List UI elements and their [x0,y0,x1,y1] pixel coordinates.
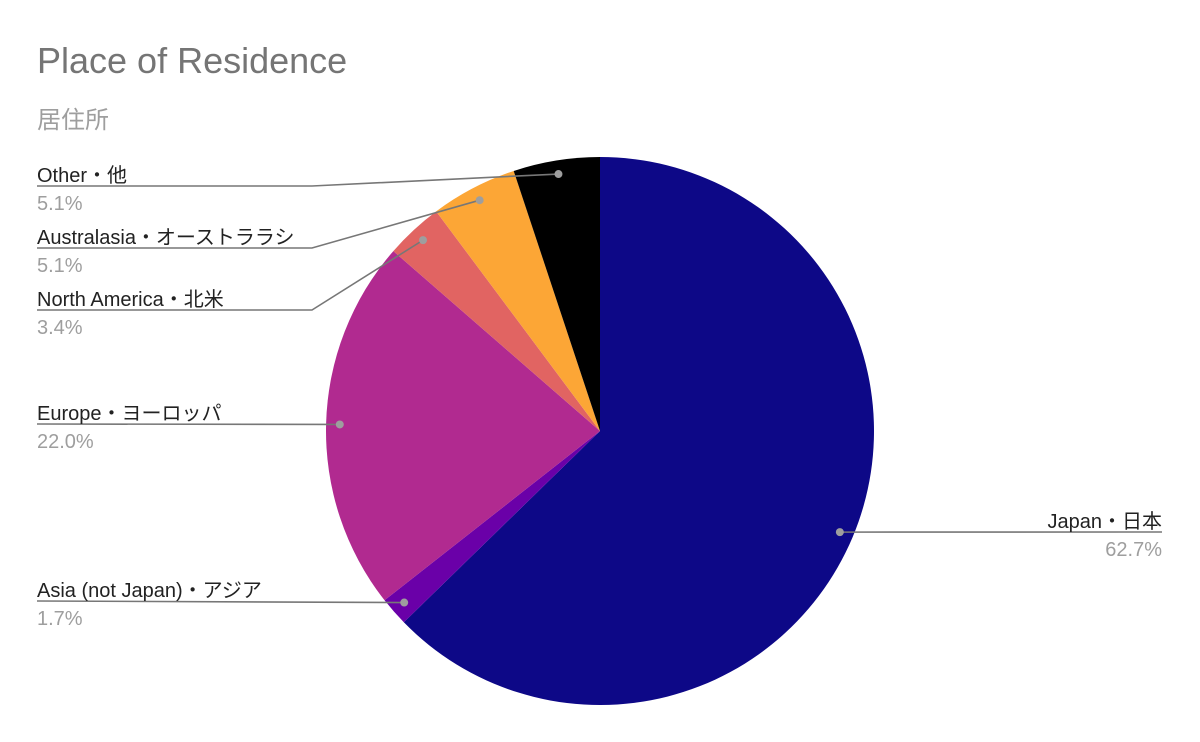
leader-dot-australasia [475,196,484,205]
leader-dot-other [554,170,563,179]
leader-line-australasia [37,199,480,249]
slice-label-japan: Japan・日本 [1047,511,1163,533]
leader-dot-japan [835,528,844,537]
slice-pct-japan: 62.7% [1105,539,1162,561]
slice-pct-europe: 22.0% [37,431,94,453]
chart-title: Place of Residence [37,40,348,81]
slice-label-europe: Europe・ヨーロッパ [37,403,222,425]
slice-label-other: Other・他 [37,165,128,187]
slice-pct-north-america: 3.4% [37,317,83,339]
slice-pct-asia: 1.7% [37,608,83,630]
pie-slice-asia [384,431,600,623]
pie-slice-europe [326,251,600,601]
leader-dot-europe [335,420,344,429]
leader-dot-north-america [419,236,428,245]
slice-label-north-america: North America・北米 [37,289,224,311]
chart-subtitle: 居住所 [37,106,109,134]
pie-slice-other [513,157,600,431]
slice-label-australasia: Australasia・オーストララシ [37,227,295,249]
slice-pct-australasia: 5.1% [37,255,83,277]
leader-dot-asia [400,598,409,607]
pie-slice-north-america [393,211,600,431]
leader-line-asia [36,600,405,604]
leader-line-other [37,173,559,187]
slice-label-asia: Asia (not Japan)・アジア [37,580,262,602]
pie-slice-japan [403,157,875,705]
leader-line-north-america [37,239,424,311]
slice-pct-other: 5.1% [37,193,83,215]
pie-slice-australasia [436,170,600,431]
